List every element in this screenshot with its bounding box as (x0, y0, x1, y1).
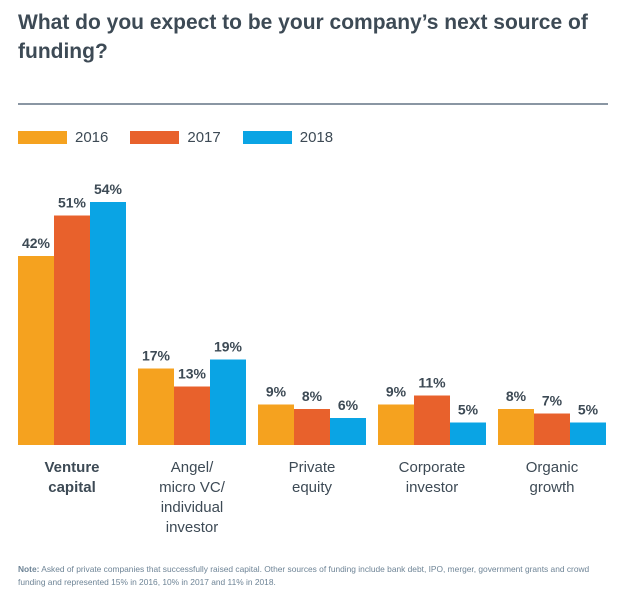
legend-swatch-2018 (242, 130, 292, 144)
bar-group-private-equity: 9% 8% 6% Private equity (258, 384, 366, 496)
legend-swatch-2017 (130, 130, 180, 144)
legend-item-2018: 2018 (242, 128, 334, 146)
bar-group-organic-growth: 8% 7% 5% Organic growth (498, 388, 606, 496)
data-label-venture-capital-2017: 51% (58, 195, 87, 211)
bar-organic-growth-2017 (534, 413, 570, 445)
bar-private-equity-2018 (330, 418, 366, 445)
data-label-organic-growth-2016: 8% (506, 388, 527, 404)
bar-organic-growth-2016 (498, 409, 534, 445)
data-label-corporate-investor-2016: 9% (386, 384, 407, 400)
legend-label-2018: 2018 (299, 128, 334, 146)
data-label-corporate-investor-2018: 5% (458, 402, 479, 418)
category-label-private-equity: Private equity (289, 459, 336, 496)
data-label-private-equity-2018: 6% (338, 397, 359, 413)
bar-angel-micro-vc-individual-investor-2016 (138, 368, 174, 445)
data-label-private-equity-2017: 8% (302, 388, 323, 404)
chart-title: What do you expect to be your company’s … (18, 11, 588, 63)
bar-organic-growth-2018 (570, 422, 606, 445)
bar-angel-micro-vc-individual-investor-2018 (210, 359, 246, 445)
bar-group-corporate-investor: 9% 11% 5% Corporate investor (378, 375, 486, 496)
bar-venture-capital-2018 (90, 202, 126, 445)
bar-private-equity-2017 (294, 409, 330, 445)
bar-venture-capital-2016 (18, 256, 54, 445)
legend-item-2016: 2016 (18, 129, 108, 146)
data-label-organic-growth-2018: 5% (578, 402, 599, 418)
category-label-venture-capital: Venture capital (44, 459, 99, 496)
note-label: Note: (18, 564, 40, 574)
data-label-private-equity-2016: 9% (266, 384, 287, 400)
data-label-organic-growth-2017: 7% (542, 393, 563, 409)
category-label-corporate-investor: Corporate investor (399, 459, 466, 496)
data-label-corporate-investor-2017: 11% (418, 375, 446, 391)
title-divider (18, 103, 608, 105)
legend-label-2016: 2016 (75, 128, 109, 146)
legend: 2016 2017 2018 (18, 128, 355, 146)
bar-private-equity-2016 (258, 404, 294, 445)
legend-label-2017: 2017 (187, 128, 221, 146)
bar-group-venture-capital: 42% 51% 54% Venture capital (18, 181, 126, 496)
bar-venture-capital-2017 (54, 215, 90, 445)
legend-item-2017: 2017 (130, 128, 221, 146)
data-label-angel-micro-vc-individual-investor-2017: 13% (178, 366, 207, 382)
category-label-angel-micro-vc-individual-investor: Angel/micro VC/individual investor (159, 459, 226, 536)
note-text: Asked of private companies that successf… (18, 564, 590, 587)
bar-corporate-investor-2016 (378, 404, 414, 445)
bar-corporate-investor-2017 (414, 395, 450, 445)
legend-swatch-2016 (18, 130, 67, 144)
bar-corporate-investor-2018 (450, 422, 486, 445)
data-label-angel-micro-vc-individual-investor-2018: 19% (214, 339, 243, 355)
bar-group-angel-micro-vc-individual-investor: 17% 13% 19% Angel/micro VC/individual invest… (138, 339, 246, 536)
bar-angel-micro-vc-individual-investor-2017 (174, 386, 210, 445)
chart-note: Note: Asked of private companies that su… (18, 563, 618, 589)
category-label-organic-growth: Organic growth (526, 459, 579, 496)
bar-chart: 42% 51% 54% Venture capital 17% 13% 19% Angel/mi… (18, 181, 606, 536)
data-label-venture-capital-2016: 42% (22, 235, 51, 251)
data-label-venture-capital-2018: 54% (94, 181, 123, 197)
data-label-angel-micro-vc-individual-investor-2016: 17% (142, 348, 171, 364)
